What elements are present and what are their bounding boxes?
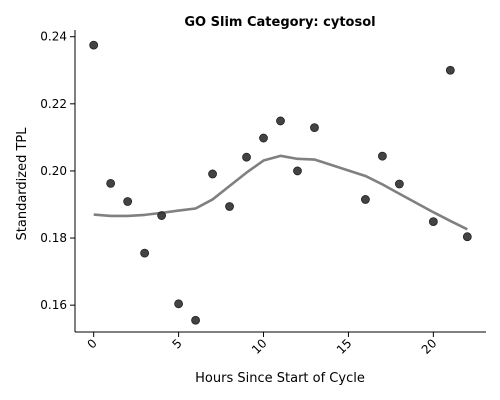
data-point xyxy=(378,151,387,161)
data-point xyxy=(394,179,404,189)
data-point xyxy=(259,133,268,143)
data-point xyxy=(174,299,183,309)
data-point xyxy=(293,166,302,176)
y-tick-label: 0.18 xyxy=(40,231,67,245)
y-tick-label: 0.22 xyxy=(40,97,67,111)
data-point xyxy=(428,217,438,227)
x-axis-label: Hours Since Start of Cycle xyxy=(195,371,365,386)
x-tick-label: 15 xyxy=(334,336,355,357)
data-point xyxy=(157,211,167,220)
data-point xyxy=(106,178,116,188)
data-point xyxy=(89,40,99,50)
data-point xyxy=(225,202,234,211)
y-ticks: 0.16 0.18 0.20 0.22 0.24 xyxy=(40,30,75,312)
data-points xyxy=(89,40,472,325)
plot-area: 0 5 10 15 20 0.16 0.18 0.20 0.22 0.24 xyxy=(40,30,486,357)
data-point xyxy=(191,315,200,325)
data-point xyxy=(276,116,285,126)
x-tick-label: 0 xyxy=(85,336,100,351)
y-tick-label: 0.24 xyxy=(40,30,67,44)
x-tick-label: 5 xyxy=(169,336,184,351)
x-tick-label: 10 xyxy=(249,336,270,357)
trend-line xyxy=(93,154,468,231)
y-axis-label: Standardized TPL xyxy=(15,127,30,241)
data-point xyxy=(310,123,319,133)
data-point xyxy=(123,197,133,206)
data-point xyxy=(361,195,370,204)
data-point xyxy=(462,232,472,242)
data-point xyxy=(242,152,251,162)
x-ticks: 0 5 10 15 20 xyxy=(85,332,440,357)
chart-title: GO Slim Category: cytosol xyxy=(184,15,375,30)
data-point xyxy=(445,65,455,75)
y-tick-label: 0.16 xyxy=(40,298,67,312)
data-point xyxy=(140,248,150,258)
data-point xyxy=(208,169,217,179)
y-tick-label: 0.20 xyxy=(40,164,67,178)
x-tick-label: 20 xyxy=(419,336,440,357)
